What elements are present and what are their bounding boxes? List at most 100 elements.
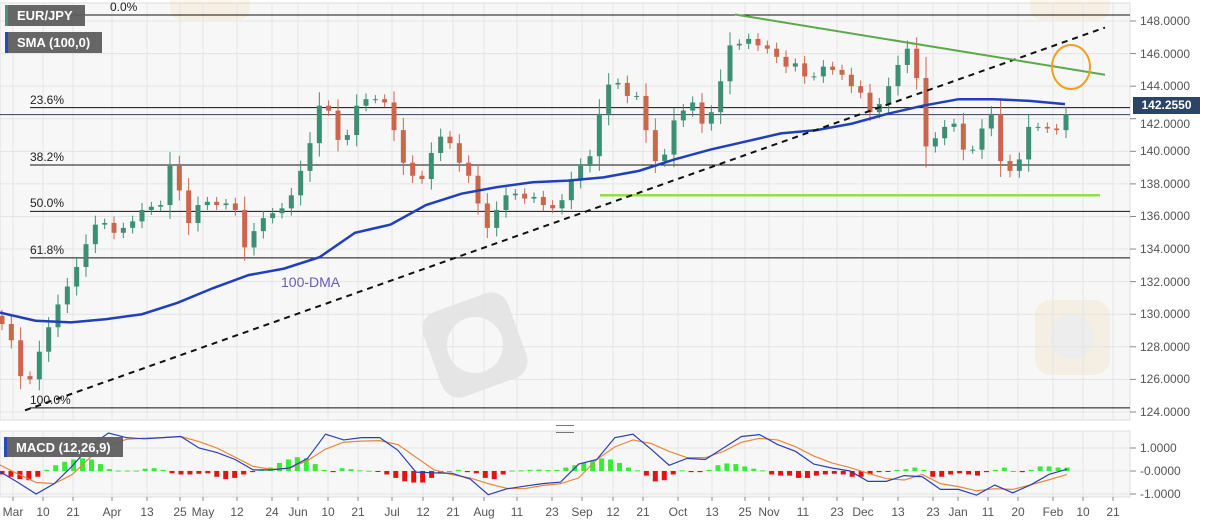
- macd-histogram-bar: [1046, 466, 1052, 471]
- macd-histogram-bar: [214, 471, 220, 477]
- macd-pane-background: [0, 430, 1131, 498]
- candle-body: [951, 123, 957, 127]
- candle-body: [232, 203, 238, 210]
- watermark-logo-badge: [422, 292, 528, 398]
- macd-histogram-bar: [634, 470, 640, 472]
- macd-histogram-bar: [912, 467, 918, 471]
- candle-body: [428, 152, 434, 180]
- macd-histogram-bar: [393, 471, 399, 478]
- macd-histogram-bar: [769, 471, 775, 475]
- candle-body: [568, 180, 574, 201]
- candle-body: [998, 113, 1004, 162]
- macd-histogram-bar: [151, 468, 157, 471]
- candle-body: [242, 209, 248, 248]
- macd-histogram-bar: [885, 471, 891, 472]
- y-tick-label: 132.0000: [1140, 274, 1191, 289]
- candle-body: [615, 82, 621, 85]
- candle-body: [438, 136, 444, 153]
- x-tick-label: 25: [173, 505, 187, 519]
- macd-histogram-bar: [62, 461, 68, 471]
- macd-histogram-bar: [241, 471, 247, 475]
- candle-body: [456, 143, 462, 163]
- symbol-label[interactable]: EUR/JPY: [5, 5, 85, 26]
- candle-body: [372, 99, 378, 101]
- macd-histogram-bar: [420, 471, 426, 483]
- candle-body: [46, 327, 52, 352]
- x-tick-label: Jun: [288, 505, 308, 519]
- candle-body: [662, 154, 668, 162]
- x-tick-label: Aug: [473, 505, 495, 519]
- macd-histogram-bar: [992, 469, 998, 471]
- macd-histogram-bar: [97, 464, 103, 471]
- macd-y-tick-label: -1.0000: [1140, 487, 1181, 501]
- macd-histogram-bar: [53, 465, 59, 471]
- fibonacci-level-label: 38.2%: [30, 150, 65, 164]
- candle-body: [1035, 126, 1041, 128]
- x-tick-label: 11: [981, 505, 995, 519]
- candle-body: [223, 203, 229, 206]
- macd-histogram-bar: [285, 459, 291, 471]
- x-tick-label: 12: [230, 505, 244, 519]
- macd-histogram-bar: [196, 471, 202, 474]
- candle-body: [718, 81, 724, 113]
- x-tick-label: 24: [265, 505, 279, 519]
- candle-body: [839, 69, 845, 75]
- symbol-label-text: EUR/JPY: [17, 8, 73, 23]
- x-tick-label: Jul: [384, 505, 400, 519]
- candle-body: [690, 102, 696, 111]
- candle-body: [699, 102, 705, 124]
- candle-body: [960, 123, 966, 150]
- x-tick-label: Mar: [2, 505, 24, 519]
- candle-body: [251, 231, 257, 248]
- candle-body: [811, 76, 817, 78]
- y-tick-label: 128.0000: [1140, 339, 1191, 354]
- macd-histogram-bar: [348, 469, 354, 471]
- candle-body: [624, 82, 630, 96]
- candle-body: [36, 351, 42, 380]
- fibonacci-level-label: 61.8%: [30, 242, 65, 257]
- candle-body: [335, 110, 341, 140]
- macd-histogram-bar: [787, 471, 793, 476]
- candle-body: [74, 266, 80, 287]
- candle-body: [92, 224, 98, 245]
- macd-histogram-bar: [1037, 466, 1043, 471]
- macd-histogram-bar: [724, 463, 730, 471]
- macd-histogram-bar: [733, 464, 739, 471]
- candle-body: [298, 170, 304, 196]
- candle-body: [214, 201, 220, 206]
- candle-body: [139, 209, 145, 222]
- candle-body: [363, 99, 369, 106]
- macd-histogram-bar: [536, 469, 542, 471]
- candle-body: [512, 193, 518, 196]
- macd-indicator-label[interactable]: MACD (12,26,9): [4, 437, 123, 457]
- macd-histogram-bar: [232, 471, 238, 478]
- macd-histogram-bar: [554, 469, 560, 471]
- sma-indicator-label[interactable]: SMA (100,0): [5, 32, 103, 53]
- candle-body: [288, 195, 294, 209]
- macd-histogram-bar: [115, 470, 121, 472]
- candle-body: [830, 66, 836, 70]
- x-tick-label: Sep: [571, 505, 593, 519]
- candle-body: [0, 315, 5, 324]
- macd-histogram-bar: [939, 471, 945, 477]
- candle-body: [176, 165, 182, 191]
- macd-histogram-bar: [1055, 467, 1061, 471]
- x-tick-label: 10: [321, 505, 335, 519]
- candle-body: [167, 165, 173, 206]
- y-tick-label: 140.0000: [1140, 144, 1191, 159]
- candle-body: [848, 74, 854, 87]
- candle-body: [447, 136, 453, 144]
- sma-100-line: [0, 97, 1066, 324]
- macd-histogram-bar: [930, 471, 936, 477]
- candle-body: [1044, 126, 1050, 129]
- macd-histogram-bar: [312, 464, 318, 471]
- candle-body: [307, 143, 313, 171]
- candle-body: [522, 193, 528, 199]
- macd-histogram-bar: [876, 471, 882, 473]
- candle-body: [260, 218, 266, 232]
- macd-histogram-bar: [742, 466, 748, 471]
- candle-body: [204, 201, 210, 206]
- pane-resize-handle[interactable]: [556, 425, 574, 433]
- candle-body: [400, 130, 406, 163]
